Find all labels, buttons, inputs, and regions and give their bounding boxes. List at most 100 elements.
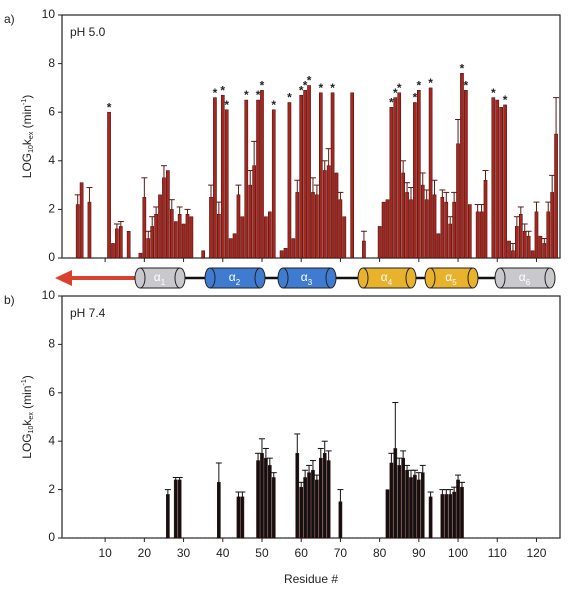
error-bar bbox=[439, 189, 446, 198]
bar bbox=[279, 250, 284, 259]
bar bbox=[256, 99, 260, 259]
bar bbox=[213, 97, 217, 259]
x-tick-label: 80 bbox=[373, 546, 387, 560]
bar bbox=[315, 479, 319, 539]
bar bbox=[173, 221, 178, 259]
bar bbox=[209, 197, 213, 259]
error-bar bbox=[313, 474, 320, 480]
significance-mark: * bbox=[303, 79, 308, 93]
bar bbox=[393, 97, 398, 259]
bar bbox=[405, 469, 409, 539]
x-tick-label: 100 bbox=[448, 546, 468, 560]
error-bar bbox=[309, 460, 316, 471]
helix-letter: α bbox=[154, 270, 161, 284]
bar bbox=[256, 460, 260, 539]
error-bar bbox=[404, 464, 411, 471]
bar bbox=[271, 109, 276, 259]
bar bbox=[385, 199, 390, 259]
helix-cap bbox=[134, 267, 146, 289]
error-bar bbox=[337, 489, 344, 502]
helix-cap bbox=[277, 267, 289, 289]
bar bbox=[177, 479, 182, 539]
helix-number: 4 bbox=[388, 278, 393, 287]
bar bbox=[420, 472, 425, 539]
error-bar bbox=[447, 489, 454, 495]
error-bar bbox=[294, 433, 301, 454]
bar bbox=[299, 486, 304, 539]
bar bbox=[452, 491, 456, 539]
error-bar bbox=[431, 179, 438, 195]
bar bbox=[326, 460, 331, 539]
error-bar bbox=[541, 238, 548, 244]
bar bbox=[307, 85, 311, 259]
bar bbox=[177, 214, 182, 259]
error-bar bbox=[549, 174, 556, 193]
significance-mark: * bbox=[389, 96, 394, 110]
bar bbox=[173, 479, 178, 539]
significance-mark: * bbox=[224, 98, 229, 112]
error-bar bbox=[427, 491, 434, 497]
panel-label: a) bbox=[4, 12, 15, 26]
panel-title: pH 7.4 bbox=[70, 306, 106, 320]
error-bar bbox=[509, 242, 516, 251]
bar bbox=[264, 216, 268, 259]
error-bar bbox=[439, 489, 446, 495]
bar bbox=[107, 111, 111, 259]
helix-end bbox=[405, 267, 417, 289]
helix-cap bbox=[204, 267, 216, 289]
significance-mark: * bbox=[271, 98, 276, 112]
bar bbox=[432, 194, 437, 259]
bar bbox=[126, 231, 131, 259]
bar bbox=[75, 204, 80, 259]
error-bar bbox=[309, 177, 316, 193]
error-bar bbox=[141, 177, 148, 198]
bar bbox=[444, 201, 449, 259]
helix-letter: α bbox=[519, 270, 526, 284]
helix-cap bbox=[424, 267, 436, 289]
bar bbox=[456, 479, 460, 539]
error-bar bbox=[113, 223, 120, 229]
y-tick-label: 10 bbox=[42, 7, 56, 21]
bar bbox=[460, 486, 464, 539]
bar bbox=[401, 457, 405, 539]
bar bbox=[479, 211, 484, 259]
bar bbox=[283, 248, 288, 259]
bar bbox=[271, 477, 276, 539]
bar bbox=[381, 201, 386, 259]
bar bbox=[464, 90, 468, 259]
error-bar bbox=[513, 216, 520, 227]
bar bbox=[322, 453, 327, 539]
bar bbox=[268, 465, 272, 539]
bar bbox=[334, 172, 339, 259]
error-bar bbox=[215, 201, 222, 215]
x-tick-label: 20 bbox=[138, 546, 152, 560]
bar bbox=[236, 194, 241, 259]
bar bbox=[338, 501, 343, 539]
bar bbox=[409, 199, 413, 259]
bar bbox=[252, 165, 256, 259]
error-bar bbox=[117, 221, 124, 227]
error-bar bbox=[407, 469, 414, 478]
bar bbox=[146, 238, 151, 259]
error-bar bbox=[400, 160, 407, 173]
bar bbox=[515, 226, 519, 259]
bar bbox=[467, 204, 472, 259]
significance-mark: * bbox=[460, 61, 465, 75]
helix-cap bbox=[494, 267, 506, 289]
bar bbox=[228, 238, 233, 259]
bar bbox=[538, 235, 543, 259]
bar bbox=[264, 457, 268, 539]
bar bbox=[428, 87, 433, 259]
error-bar bbox=[443, 191, 450, 203]
error-bar bbox=[160, 165, 167, 178]
error-bar bbox=[407, 187, 414, 200]
bar bbox=[440, 197, 445, 259]
error-bar bbox=[415, 472, 422, 480]
y-axis-label-part: ) bbox=[20, 375, 34, 379]
bar bbox=[318, 92, 323, 259]
helix-number: 2 bbox=[236, 278, 241, 287]
bar bbox=[287, 102, 292, 259]
bar bbox=[409, 477, 413, 539]
significance-mark: * bbox=[330, 81, 335, 95]
